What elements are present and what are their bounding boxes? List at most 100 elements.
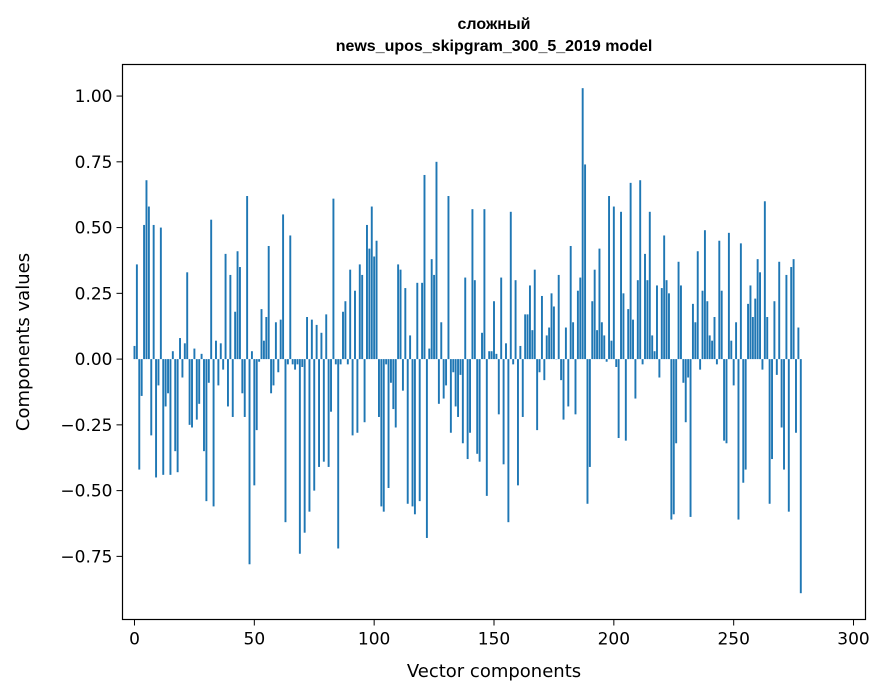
bar-66	[291, 359, 294, 365]
bar-55	[265, 317, 268, 360]
bar-79	[322, 359, 325, 462]
bar-33	[212, 359, 215, 507]
bar-50	[253, 359, 256, 486]
bar-212	[641, 359, 644, 365]
bar-82	[330, 359, 332, 412]
bar-209	[634, 359, 637, 399]
bar-92	[354, 290, 356, 360]
y-axis-ticks: −0.75 −0.50 −0.25 0.00 0.25 0.50 0.75 1.00	[60, 87, 123, 567]
bar-253	[739, 243, 742, 360]
bar-246	[723, 359, 726, 441]
x-tick-label-0: 0	[129, 630, 140, 650]
bar-39	[227, 359, 229, 407]
bar-106	[387, 359, 390, 488]
bar-241	[711, 340, 714, 360]
bar-48	[248, 359, 251, 565]
bar-180	[564, 327, 567, 360]
bar-267	[773, 301, 776, 360]
bar-44	[238, 267, 241, 360]
bar-51	[255, 359, 258, 431]
bar-126	[435, 161, 438, 360]
bar-264	[766, 317, 769, 360]
bar-213	[644, 253, 646, 360]
bar-78	[320, 332, 323, 360]
bar-113	[404, 288, 407, 360]
bar-87	[342, 311, 344, 360]
bar-223	[668, 293, 670, 360]
bar-38	[224, 253, 227, 360]
bar-210	[636, 280, 639, 360]
bar-68	[296, 359, 299, 365]
chart-title-line-2: news_upos_skipgram_300_5_2019 model	[336, 38, 653, 55]
bar-237	[701, 290, 704, 360]
bar-226	[675, 359, 678, 444]
bar-204	[622, 293, 625, 360]
bar-70	[301, 359, 304, 367]
bar-257	[749, 285, 752, 360]
bar-97	[366, 224, 368, 360]
bar-240	[708, 335, 711, 360]
bar-224	[670, 359, 673, 520]
bar-8	[152, 224, 155, 360]
bar-266	[771, 359, 773, 460]
bar-141	[471, 209, 474, 360]
bar-88	[344, 301, 347, 360]
bar-25	[193, 348, 196, 360]
bar-109	[394, 359, 397, 428]
bar-146	[483, 209, 486, 360]
bar-162	[521, 359, 524, 417]
bar-278	[799, 359, 802, 594]
bar-167	[533, 269, 536, 360]
bar-274	[790, 267, 793, 360]
bar-249	[730, 340, 733, 360]
bar-225	[672, 359, 675, 515]
bar-159	[514, 280, 517, 360]
bar-45	[241, 359, 244, 394]
bar-9	[155, 359, 158, 478]
bar-99	[370, 206, 373, 360]
bar-54	[262, 340, 265, 360]
bar-65	[289, 235, 292, 360]
x-tick-label-250: 250	[717, 630, 749, 650]
bar-202	[617, 359, 620, 439]
bar-158	[512, 359, 515, 365]
bar-40	[229, 274, 232, 360]
bar-115	[409, 335, 412, 360]
bar-129	[442, 359, 445, 399]
bar-260	[756, 259, 759, 360]
bar-155	[505, 343, 507, 360]
bar-10	[157, 359, 160, 386]
bar-149	[490, 351, 493, 360]
bar-28	[200, 353, 203, 360]
bar-111	[399, 269, 402, 360]
bar-165	[528, 285, 531, 360]
bar-153	[500, 277, 503, 360]
bar-95	[361, 274, 364, 360]
bar-3	[140, 359, 143, 396]
x-tick-label-100: 100	[358, 630, 390, 650]
bar-96	[363, 359, 366, 423]
bar-76	[315, 324, 318, 360]
bar-101	[375, 240, 378, 360]
bar-163	[524, 314, 527, 360]
bar-255	[744, 359, 747, 470]
bar-276	[795, 359, 797, 433]
bar-139	[466, 359, 469, 460]
bar-256	[747, 303, 750, 360]
bar-221	[663, 235, 666, 360]
bar-118	[416, 282, 419, 360]
bar-200	[612, 206, 615, 360]
bar-61	[279, 319, 282, 360]
bar-193	[596, 330, 599, 360]
bar-208	[632, 319, 634, 360]
bar-219	[658, 359, 661, 378]
bar-77	[318, 359, 320, 467]
bar-207	[629, 182, 632, 360]
bar-263	[763, 201, 766, 360]
y-axis-label: Components values	[13, 253, 34, 431]
bar-21	[183, 343, 186, 360]
bar-252	[737, 359, 740, 520]
bar-183	[572, 322, 575, 360]
bar-185	[576, 290, 579, 360]
bar-4	[143, 224, 146, 360]
